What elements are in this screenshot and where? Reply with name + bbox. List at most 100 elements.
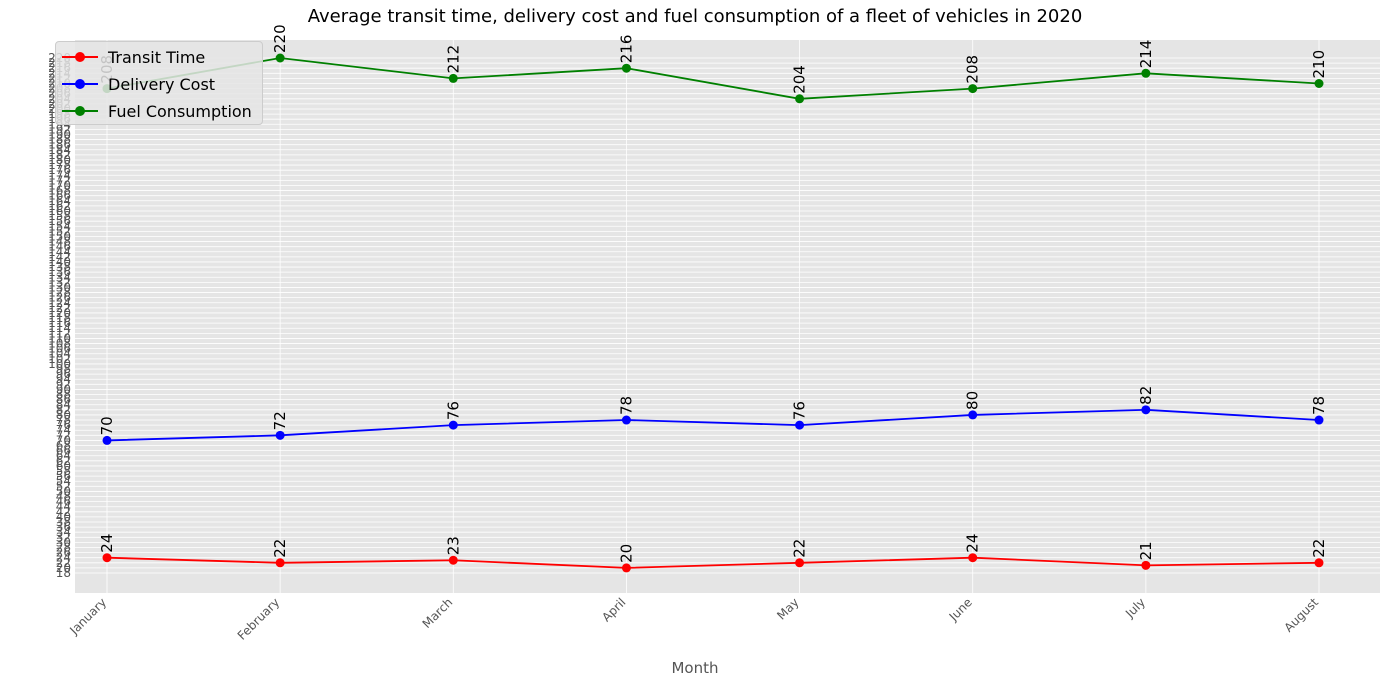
data-label: 21 — [1137, 541, 1155, 560]
data-point — [102, 435, 112, 445]
y-tick-label: 34 — [56, 525, 71, 539]
y-tick-label: 24 — [56, 551, 71, 565]
data-label: 70 — [98, 416, 116, 435]
y-tick-label: 36 — [56, 520, 71, 534]
y-tick-label: 128 — [48, 286, 71, 300]
legend-marker — [62, 73, 98, 95]
legend-item-delivery-cost: Delivery Cost — [62, 73, 215, 95]
x-tick-label: July — [1122, 595, 1148, 621]
y-tick-label: 160 — [48, 204, 71, 218]
y-tick-label: 136 — [48, 265, 71, 279]
data-label: 212 — [444, 45, 462, 74]
y-tick-label: 120 — [48, 306, 71, 320]
y-tick-label: 98 — [56, 362, 71, 376]
x-tick-label: May — [774, 595, 801, 622]
y-tick-label: 76 — [56, 418, 71, 432]
y-tick-label: 172 — [48, 173, 71, 187]
y-tick-label: 184 — [48, 143, 71, 157]
y-tick-label: 50 — [56, 484, 71, 498]
data-label: 22 — [271, 539, 289, 558]
legend-marker — [62, 46, 98, 68]
data-label: 22 — [1310, 539, 1328, 558]
y-tick-label: 106 — [48, 342, 71, 356]
y-tick-label: 148 — [48, 235, 71, 249]
legend-label: Transit Time — [108, 47, 206, 67]
y-tick-label: 112 — [48, 326, 71, 340]
y-tick-label: 126 — [48, 291, 71, 305]
y-tick-label: 190 — [48, 127, 71, 141]
y-tick-label: 186 — [48, 138, 71, 152]
y-tick-label: 162 — [48, 199, 71, 213]
y-tick-label: 62 — [56, 454, 71, 468]
y-tick-label: 28 — [56, 541, 71, 555]
y-tick-label: 142 — [48, 250, 71, 264]
data-point — [275, 430, 285, 440]
y-tick-label: 56 — [56, 469, 71, 483]
y-tick-label: 124 — [48, 296, 71, 310]
x-tick-label: March — [420, 595, 456, 631]
y-tick-label: 100 — [48, 357, 71, 371]
y-tick-label: 44 — [56, 500, 71, 514]
y-tick-label: 182 — [48, 148, 71, 162]
data-point — [1141, 68, 1151, 78]
data-point — [795, 558, 805, 568]
y-tick-label: 52 — [56, 479, 71, 493]
x-axis-label: Month — [671, 659, 719, 677]
data-label: 78 — [617, 396, 635, 415]
data-label: 23 — [444, 536, 462, 555]
data-label: 78 — [1310, 396, 1328, 415]
data-label: 22 — [791, 539, 809, 558]
data-label: 210 — [1310, 50, 1328, 79]
y-tick-label: 110 — [48, 331, 71, 345]
y-tick-label: 18 — [56, 566, 71, 580]
y-tick-label: 164 — [48, 194, 71, 208]
legend-item-fuel-consumption: Fuel Consumption — [62, 100, 252, 122]
data-label: 20 — [617, 544, 635, 563]
y-tick-label: 174 — [48, 168, 71, 182]
data-label: 208 — [964, 55, 982, 84]
y-tick-label: 152 — [48, 224, 71, 238]
data-point — [795, 94, 805, 104]
y-tick-label: 42 — [56, 505, 71, 519]
data-label: 72 — [271, 411, 289, 430]
y-tick-label: 154 — [48, 219, 71, 233]
data-label: 214 — [1137, 40, 1155, 69]
x-tick-label: February — [235, 595, 283, 643]
data-label: 82 — [1137, 386, 1155, 405]
y-tick-label: 122 — [48, 301, 71, 315]
y-tick-label: 150 — [48, 229, 71, 243]
y-tick-label: 84 — [56, 398, 71, 412]
data-point — [968, 84, 978, 94]
y-tick-label: 38 — [56, 515, 71, 529]
data-point — [102, 553, 112, 563]
y-tick-label: 74 — [56, 423, 71, 437]
data-label: 24 — [98, 534, 116, 553]
y-tick-label: 72 — [56, 428, 71, 442]
y-tick-label: 158 — [48, 209, 71, 223]
data-point — [621, 563, 631, 573]
y-tick-label: 94 — [56, 372, 71, 386]
legend-label: Delivery Cost — [108, 74, 216, 94]
data-point — [621, 415, 631, 425]
y-tick-label: 26 — [56, 546, 71, 560]
data-point — [275, 53, 285, 63]
data-label: 80 — [964, 391, 982, 410]
y-tick-label: 166 — [48, 189, 71, 203]
series-line — [106, 57, 1320, 100]
legend-label: Fuel Consumption — [108, 101, 252, 121]
y-tick-label: 146 — [48, 240, 71, 254]
data-point — [448, 420, 458, 430]
data-point — [1314, 78, 1324, 88]
data-point — [968, 553, 978, 563]
y-tick-label: 102 — [48, 352, 71, 366]
plot-background — [75, 40, 1380, 593]
y-tick-label: 86 — [56, 393, 71, 407]
data-label: 76 — [791, 401, 809, 420]
y-tick-label: 116 — [48, 316, 71, 330]
chart-title: Average transit time, delivery cost and … — [307, 6, 1083, 27]
y-tick-label: 144 — [48, 245, 71, 259]
y-tick-label: 20 — [56, 561, 71, 575]
y-tick-label: 92 — [56, 377, 71, 391]
y-tick-label: 68 — [56, 439, 71, 453]
